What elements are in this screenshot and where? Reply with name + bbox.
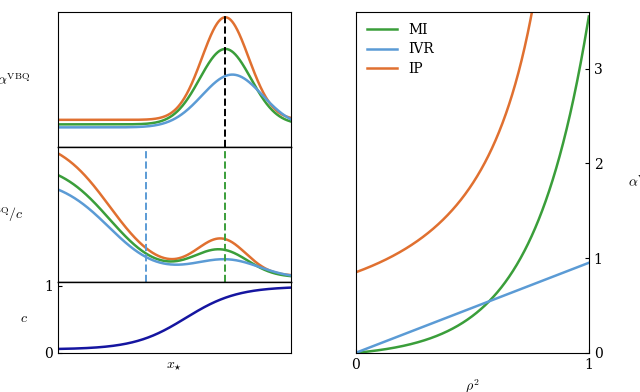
Y-axis label: $\alpha^{\mathrm{VBQ}}$: $\alpha^{\mathrm{VBQ}}$: [628, 175, 640, 190]
Line: IP: IP: [356, 0, 589, 272]
MI: [412, 341, 420, 345]
IVR: [527, 283, 535, 287]
Line: IVR: IVR: [356, 263, 589, 353]
MI: [458, 321, 465, 326]
MI: [489, 295, 497, 299]
IVR: [393, 334, 401, 339]
Y-axis label: $c$: $c$: [20, 310, 28, 325]
IP: [527, 13, 535, 18]
X-axis label: $x_{\star}$: $x_{\star}$: [166, 358, 182, 372]
Line: MI: MI: [356, 16, 589, 353]
X-axis label: $\rho^2$: $\rho^2$: [465, 377, 479, 392]
IP: [352, 270, 360, 275]
IVR: [585, 260, 593, 265]
IVR: [489, 298, 497, 302]
MI: [527, 235, 535, 240]
MI: [508, 271, 515, 276]
IVR: [508, 290, 515, 295]
MI: [352, 350, 360, 355]
IP: [412, 240, 420, 245]
IVR: [412, 327, 420, 332]
IP: [489, 143, 497, 148]
Legend: MI, IVR, IP: MI, IVR, IP: [363, 19, 438, 80]
IP: [458, 197, 465, 202]
IVR: [352, 350, 360, 355]
Y-axis label: $\alpha^{\mathrm{VBQ}}/c$: $\alpha^{\mathrm{VBQ}}/c$: [0, 205, 23, 224]
Y-axis label: $\alpha^{\mathrm{VBQ}}$: $\alpha^{\mathrm{VBQ}}$: [0, 72, 29, 87]
IVR: [458, 310, 465, 314]
IP: [508, 95, 515, 100]
MI: [585, 14, 593, 19]
MI: [393, 345, 401, 350]
IP: [393, 251, 401, 256]
